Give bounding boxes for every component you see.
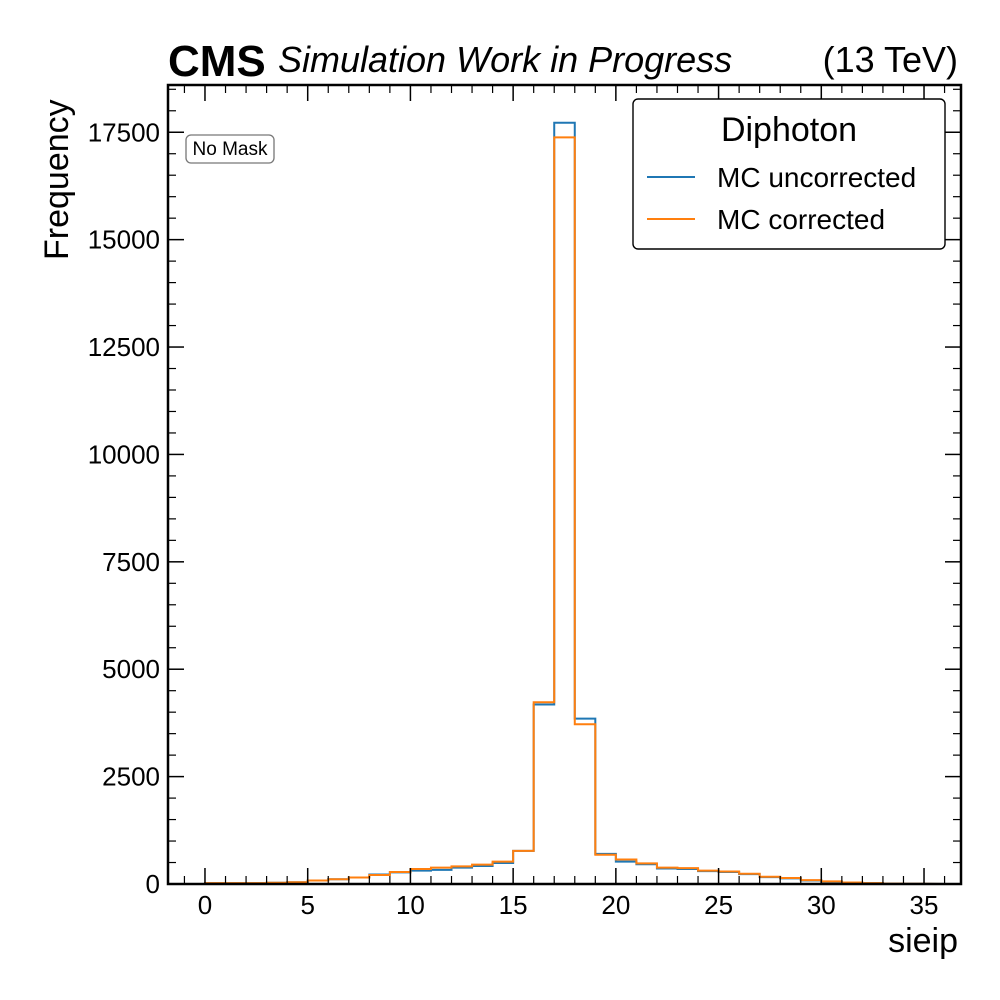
x-tick-label: 35 (910, 890, 939, 920)
y-axis-label: Frequency (38, 99, 76, 260)
status-label: Simulation Work in Progress (278, 39, 732, 80)
y-tick-label: 12500 (88, 332, 160, 362)
x-tick-label: 25 (704, 890, 733, 920)
y-tick-label: 10000 (88, 439, 160, 469)
annotation-text: No Mask (193, 139, 268, 160)
series-layer (203, 121, 945, 885)
legend-box (632, 98, 946, 250)
y-tick-label: 7500 (102, 547, 160, 577)
legend-label-mc-corrected: MC corrected (717, 204, 885, 235)
x-tick-label: 10 (396, 890, 425, 920)
annotation-box (185, 134, 275, 164)
x-tick-label: 15 (499, 890, 528, 920)
plot-frame (166, 83, 963, 886)
x-tick-label: 30 (807, 890, 836, 920)
x-tick-label: 5 (300, 890, 314, 920)
tick-layer: 0 5 10 15 20 25 30 35 0 2500 5000 7500 10000 12500 150… (88, 85, 961, 920)
y-tick-label: 0 (146, 869, 160, 899)
series-mc-corrected-step (203, 136, 945, 885)
x-tick-label: 20 (601, 890, 630, 920)
legend: Diphoton MC uncorrected MC corrected (632, 98, 946, 250)
experiment-label: CMS (168, 37, 266, 86)
annotation-tag: No Mask (185, 134, 275, 164)
legend-label-mc-uncorrected: MC uncorrected (717, 162, 916, 193)
energy-label: (13 TeV) (823, 39, 958, 80)
y-tick-label: 2500 (102, 762, 160, 792)
y-tick-label: 5000 (102, 654, 160, 684)
legend-title: Diphoton (721, 111, 857, 149)
x-tick-label: 0 (198, 890, 212, 920)
x-axis-label: sieip (888, 922, 958, 960)
y-tick-label: 15000 (88, 225, 160, 255)
y-tick-label: 17500 (88, 117, 160, 147)
